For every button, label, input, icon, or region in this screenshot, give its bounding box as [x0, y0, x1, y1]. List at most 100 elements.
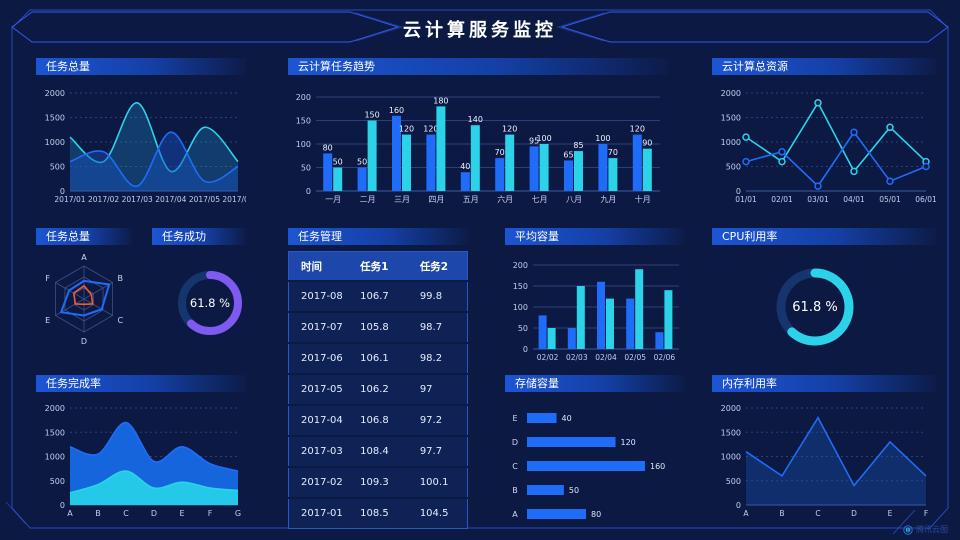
task-table-head-row: 时间 任务1 任务2 — [288, 251, 468, 281]
panel-task-completion: 任务完成率 0 500 1000 1500 2000 A B C D E F G — [36, 375, 246, 518]
svg-text:2000: 2000 — [45, 89, 65, 98]
svg-text:G: G — [235, 509, 241, 518]
svg-text:61.8 %: 61.8 % — [792, 300, 837, 315]
svg-text:A: A — [81, 253, 87, 262]
svg-text:03/01: 03/01 — [807, 195, 829, 204]
svg-text:85: 85 — [573, 141, 583, 150]
table-cell: 2017-06 — [288, 343, 349, 374]
svg-text:01/01: 01/01 — [735, 195, 757, 204]
svg-text:A: A — [512, 510, 518, 519]
svg-text:61.8 %: 61.8 % — [190, 296, 230, 310]
vendor-logo-icon — [903, 524, 913, 535]
svg-text:0: 0 — [523, 345, 528, 354]
svg-text:E: E — [888, 509, 893, 518]
task-success-gauge: 61.8 % — [178, 271, 242, 335]
svg-text:50: 50 — [301, 164, 311, 173]
svg-text:六月: 六月 — [497, 194, 513, 204]
svg-text:40: 40 — [562, 414, 572, 423]
table-row: 2017-08 106.7 99.8 — [288, 281, 468, 312]
svg-text:2017/04: 2017/04 — [155, 195, 186, 204]
svg-text:100: 100 — [296, 140, 311, 149]
svg-text:02/02: 02/02 — [537, 353, 559, 362]
table-row: 2017-03 108.4 97.7 — [288, 436, 468, 467]
svg-text:80: 80 — [591, 510, 601, 519]
panel-memory-utilization: 内存利用率 0 500 1000 1500 2000 A B C D E F — [712, 375, 936, 518]
table-cell: 108.5 — [348, 498, 408, 529]
svg-text:500: 500 — [726, 163, 741, 172]
svg-text:0: 0 — [306, 187, 311, 196]
svg-text:五月: 五月 — [463, 195, 479, 204]
svg-text:七月: 七月 — [532, 195, 548, 204]
table-row: 2017-06 106.1 98.2 — [288, 343, 468, 374]
svg-text:80: 80 — [323, 143, 333, 152]
table-cell: 105.8 — [348, 312, 408, 343]
panel-cloud-total-resources: 云计算总资源 0 500 1000 1500 2000 01/01 02/01 03/01 04… — [712, 58, 937, 208]
panel-title-task-total-trend: 任务总量 — [36, 58, 246, 75]
svg-text:120: 120 — [630, 125, 645, 134]
table-cell: 106.1 — [348, 343, 408, 374]
svg-text:160: 160 — [650, 462, 665, 471]
table-row: 2017-04 106.8 97.2 — [288, 405, 468, 436]
table-cell: 97 — [407, 374, 468, 405]
svg-text:四月: 四月 — [428, 195, 444, 204]
svg-text:1500: 1500 — [721, 114, 741, 123]
svg-text:D: D — [81, 337, 87, 346]
svg-text:2000: 2000 — [45, 404, 65, 413]
cpu-utilization-gauge: 61.8 % — [776, 268, 854, 346]
panel-task-total-radar: 任务总量 A B C D E F — [36, 228, 132, 366]
page-title: 云计算服务监控 — [403, 20, 557, 41]
svg-text:0: 0 — [60, 187, 65, 196]
svg-text:1500: 1500 — [45, 114, 65, 123]
svg-text:50: 50 — [333, 158, 343, 167]
panel-task-total-trend: 任务总量 0 500 1000 1500 2000 2017/01 2017/02 2017/… — [36, 58, 254, 208]
svg-text:1000: 1000 — [45, 453, 65, 462]
svg-text:120: 120 — [502, 125, 517, 134]
svg-text:2017/01: 2017/01 — [54, 195, 85, 204]
svg-text:F: F — [208, 509, 213, 518]
table-cell: 106.8 — [348, 405, 408, 436]
svg-text:65: 65 — [563, 150, 573, 159]
svg-text:1500: 1500 — [721, 428, 741, 437]
table-cell: 2017-01 — [288, 498, 349, 529]
memory-utilization-chart: 0 500 1000 1500 2000 A B C D E F — [721, 404, 929, 518]
table-cell: 98.2 — [407, 343, 468, 374]
svg-text:02/06: 02/06 — [654, 353, 676, 362]
svg-text:0: 0 — [736, 501, 741, 510]
svg-text:A: A — [67, 509, 73, 518]
svg-text:150: 150 — [296, 117, 311, 126]
svg-text:70: 70 — [495, 148, 505, 157]
svg-text:120: 120 — [423, 125, 438, 134]
task-table-head: 时间 任务1 任务2 — [288, 251, 468, 281]
svg-text:B: B — [95, 509, 101, 518]
storage-capacity-chart: E 40 D 120 C 160 B 50 A 80 — [512, 413, 665, 519]
table-row: 2017-01 108.5 104.5 — [288, 498, 468, 529]
svg-text:2017/03: 2017/03 — [122, 195, 153, 204]
task-table-body: 2017-08 106.7 99.8 2017-07 105.8 98.7 2017-06 1… — [288, 281, 468, 529]
svg-text:150: 150 — [364, 111, 379, 120]
svg-text:C: C — [512, 462, 518, 471]
cloud-total-resources-chart: 0 500 1000 1500 2000 01/01 02/01 03/01 04/01 05/0… — [721, 89, 937, 204]
panel-task-success: 任务成功 61.8 % — [152, 228, 246, 366]
svg-text:B: B — [779, 509, 784, 518]
panel-cpu-utilization: CPU利用率 61.8 % — [712, 228, 936, 366]
svg-text:2017/06: 2017/06 — [222, 195, 246, 204]
svg-text:D: D — [512, 438, 518, 447]
svg-text:F: F — [924, 509, 928, 518]
avg-capacity-chart: 0 50 100 150 200 02/02 02/03 02/04 02/05 02/06 — [513, 261, 679, 362]
table-cell: 2017-08 — [288, 281, 349, 312]
svg-text:C: C — [117, 316, 123, 325]
svg-text:200: 200 — [296, 93, 311, 102]
svg-text:120: 120 — [621, 438, 636, 447]
svg-text:九月: 九月 — [600, 195, 616, 204]
svg-text:D: D — [151, 509, 157, 518]
table-header-cell: 时间 — [288, 251, 349, 281]
svg-text:1000: 1000 — [721, 453, 741, 462]
table-row: 2017-07 105.8 98.7 — [288, 312, 468, 343]
panel-title-task-total-radar: 任务总量 — [36, 228, 132, 245]
svg-text:100: 100 — [595, 134, 610, 143]
svg-text:三月: 三月 — [394, 195, 410, 204]
svg-text:500: 500 — [50, 163, 65, 172]
